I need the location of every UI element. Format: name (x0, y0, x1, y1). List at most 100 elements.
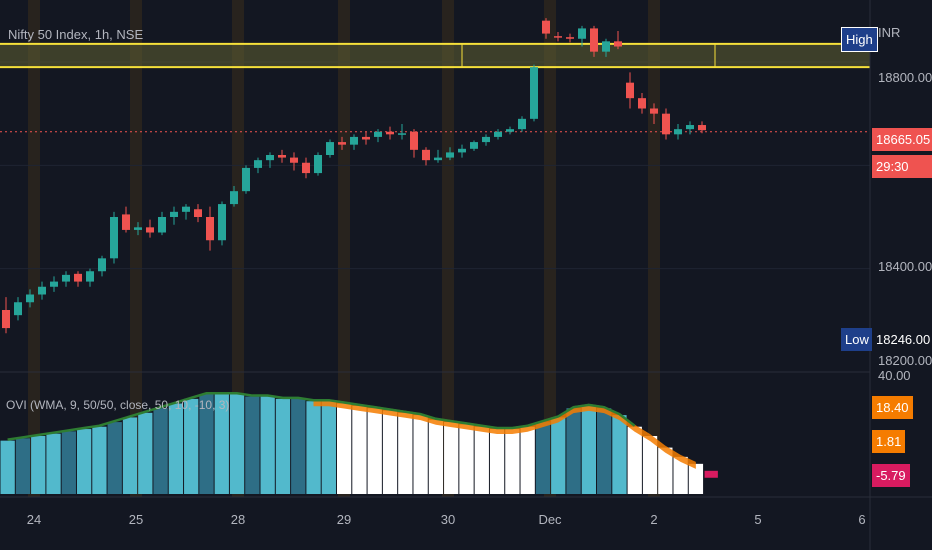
candle-body-12 (146, 227, 154, 233)
osc-bar-23 (352, 405, 367, 494)
candle-body-52 (626, 82, 634, 99)
candle-body-23 (278, 155, 286, 158)
osc-bar-4 (61, 431, 76, 494)
candle-body-43 (518, 118, 526, 130)
candle-body-14 (170, 211, 178, 217)
candle-body-3 (38, 286, 46, 295)
candle-body-58 (698, 125, 706, 131)
candle-body-7 (86, 271, 94, 282)
osc-bar-38 (581, 405, 597, 494)
session-band-3 (338, 0, 350, 497)
osc-bar-36 (551, 417, 566, 494)
candle-body-33 (398, 133, 406, 135)
candle-body-38 (458, 148, 466, 153)
indicator-label[interactable]: OVI (WMA, 9, 50/50, close, 50, 10, -10, … (6, 398, 230, 412)
last-price-badge: 18665.05 (872, 128, 932, 151)
candle-body-48 (578, 28, 586, 39)
chart-title: Nifty 50 Index, 1h, NSE (8, 27, 144, 42)
osc-bar-37 (566, 408, 581, 494)
candle-body-44 (530, 67, 538, 119)
osc-bar-15 (229, 394, 245, 494)
candle-body-6 (74, 273, 82, 282)
session-band-0 (28, 0, 40, 497)
session-band-1 (130, 0, 142, 497)
indicator-value-2: 1.81 (872, 430, 906, 453)
candle-body-53 (638, 98, 646, 109)
osc-bar-18 (275, 398, 291, 494)
osc-bar-3 (46, 433, 61, 494)
price-tick-18800: 18800.00 (878, 70, 932, 85)
osc-bar-40 (612, 415, 627, 494)
candle-body-11 (134, 227, 142, 230)
osc-bar-8 (122, 417, 138, 494)
price-tick-18400: 18400.00 (878, 259, 932, 274)
candle-body-36 (434, 157, 442, 161)
osc-bar-46 (704, 470, 718, 478)
osc-bar-1 (15, 438, 31, 494)
osc-bar-34 (520, 426, 535, 494)
osc-green-line (7, 391, 636, 441)
candle-body-35 (422, 149, 430, 161)
osc-bar-11 (168, 403, 184, 494)
osc-bar-26 (398, 412, 413, 494)
osc-bar-28 (428, 419, 444, 494)
candle-body-34 (410, 131, 418, 150)
candle-body-17 (206, 217, 214, 241)
osc-bar-43 (658, 447, 673, 494)
candle-body-25 (302, 162, 310, 174)
candle-body-41 (494, 131, 502, 137)
x-label-25: 25 (128, 512, 144, 527)
bar-countdown: 29:30 (872, 155, 932, 178)
candle-body-29 (350, 136, 358, 145)
x-label-dec: Dec (538, 512, 562, 527)
candle-body-8 (98, 258, 106, 272)
candle-body-28 (338, 142, 346, 145)
candle-body-10 (122, 214, 130, 230)
candlesticks (2, 18, 706, 334)
x-label-5: 5 (754, 512, 762, 527)
osc-bar-25 (382, 410, 398, 494)
candle-body-9 (110, 217, 118, 259)
candle-body-30 (362, 136, 370, 140)
candle-body-45 (542, 20, 550, 34)
high-marker: High (841, 27, 878, 52)
candle-body-22 (266, 155, 274, 161)
osc-bar-0 (0, 440, 15, 494)
currency-label: INR (878, 25, 901, 40)
candle-body-2 (26, 294, 34, 303)
candle-body-32 (386, 131, 394, 135)
candle-body-24 (290, 157, 298, 163)
osc-bar-30 (459, 424, 474, 494)
candle-body-31 (374, 131, 382, 137)
osc-bar-24 (367, 408, 382, 494)
osc-bar-6 (92, 426, 107, 494)
candle-body-26 (314, 155, 322, 174)
osc-bar-2 (31, 436, 46, 494)
candle-body-47 (566, 37, 574, 39)
session-band-6 (648, 0, 660, 497)
candle-body-46 (554, 36, 562, 38)
candle-body-0 (2, 310, 10, 329)
candle-body-39 (470, 142, 478, 149)
candle-body-15 (182, 206, 190, 212)
candle-body-54 (650, 108, 658, 114)
session-band-5 (544, 0, 556, 497)
low-value: 18246.00 (872, 328, 932, 351)
candle-body-13 (158, 217, 166, 233)
osc-bar-13 (199, 394, 214, 494)
osc-orange-band (313, 399, 696, 469)
osc-bar-21 (321, 401, 336, 494)
osc-bar-22 (336, 403, 352, 494)
candle-body-57 (686, 125, 694, 130)
osc-bar-27 (413, 415, 428, 494)
candle-body-51 (614, 41, 622, 47)
indicator-value-1: 18.40 (872, 396, 913, 419)
osc-bar-33 (505, 429, 520, 494)
candle-body-20 (242, 167, 250, 192)
x-label-2: 2 (650, 512, 658, 527)
candle-body-5 (62, 274, 70, 282)
x-label-28: 28 (230, 512, 246, 527)
candle-body-49 (590, 28, 598, 52)
indicator-value-3: -5.79 (872, 464, 910, 487)
